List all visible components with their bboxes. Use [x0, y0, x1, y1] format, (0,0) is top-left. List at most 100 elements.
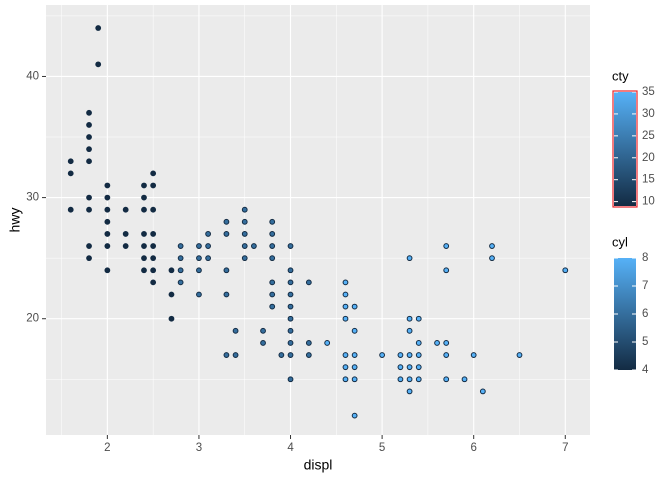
point	[86, 206, 92, 213]
point	[287, 267, 294, 274]
point	[415, 340, 422, 346]
point	[351, 352, 358, 358]
legend-tick-label: 30	[642, 108, 655, 120]
point	[86, 158, 92, 165]
point	[177, 243, 184, 249]
point	[342, 352, 349, 358]
point	[122, 206, 129, 213]
point	[141, 194, 147, 201]
point	[342, 315, 349, 322]
point	[177, 279, 184, 286]
point	[406, 376, 413, 383]
point	[205, 243, 212, 249]
point	[86, 134, 92, 140]
point	[104, 206, 111, 213]
point	[141, 243, 147, 249]
point	[269, 255, 276, 262]
point	[351, 412, 358, 419]
point	[205, 255, 212, 262]
point	[287, 291, 294, 298]
point	[241, 206, 248, 213]
point	[250, 243, 257, 249]
legend-title: cyl	[612, 234, 628, 249]
point	[168, 267, 175, 274]
y-tick-label: 30	[26, 192, 39, 204]
point	[443, 243, 450, 249]
point	[241, 231, 248, 237]
legend-tick-label: 25	[642, 130, 655, 142]
legend-tick-label: 8	[642, 252, 648, 264]
legend-tick-label: 10	[642, 196, 655, 208]
point	[287, 340, 294, 346]
point	[260, 327, 266, 334]
point	[406, 364, 413, 371]
point	[150, 206, 157, 213]
point	[232, 352, 239, 358]
point	[397, 376, 404, 383]
point	[351, 327, 358, 334]
point	[269, 303, 276, 310]
point	[470, 352, 477, 358]
legend-highlight	[612, 90, 638, 208]
x-axis-title: displ	[304, 457, 333, 473]
point	[287, 279, 294, 286]
point	[223, 218, 230, 225]
point	[196, 267, 202, 274]
point	[104, 267, 111, 274]
x-tick-label: 6	[470, 442, 476, 454]
point	[104, 182, 111, 189]
point	[415, 364, 422, 371]
point	[205, 231, 212, 237]
point	[342, 376, 349, 383]
point	[177, 255, 184, 262]
y-tick-label: 20	[26, 313, 39, 325]
point	[443, 340, 450, 346]
point	[287, 315, 294, 322]
point	[287, 352, 294, 358]
point	[397, 364, 404, 371]
point	[67, 206, 74, 213]
point	[342, 279, 349, 286]
legend-tick-label: 5	[642, 336, 648, 348]
point	[443, 267, 450, 274]
point	[269, 243, 276, 249]
point	[196, 243, 202, 249]
x-tick-label: 7	[562, 442, 568, 454]
point	[479, 388, 486, 395]
point	[241, 255, 248, 262]
point	[122, 231, 129, 237]
x-tick-label: 5	[379, 442, 385, 454]
point	[86, 243, 92, 249]
legend-tick-label: 15	[642, 174, 655, 186]
point	[443, 352, 450, 358]
point	[287, 303, 294, 310]
point	[260, 340, 266, 346]
point	[122, 243, 129, 249]
point	[489, 255, 495, 262]
point	[406, 388, 413, 395]
point	[141, 255, 147, 262]
point	[415, 376, 422, 383]
point	[141, 182, 147, 189]
point	[232, 327, 239, 334]
point	[104, 218, 111, 225]
point	[287, 376, 294, 383]
point	[278, 352, 285, 358]
point	[150, 255, 157, 262]
point	[241, 243, 248, 249]
point	[150, 267, 157, 274]
point	[196, 291, 202, 298]
legend-tick-label: 20	[642, 152, 655, 164]
colorbar	[614, 258, 636, 370]
point	[287, 327, 294, 334]
point	[104, 243, 111, 249]
point	[141, 206, 147, 213]
point	[241, 218, 248, 225]
point	[86, 255, 92, 262]
x-tick-label: 3	[196, 442, 202, 454]
point	[141, 267, 147, 274]
point	[406, 255, 413, 262]
legend-tick-label: 6	[642, 308, 648, 320]
